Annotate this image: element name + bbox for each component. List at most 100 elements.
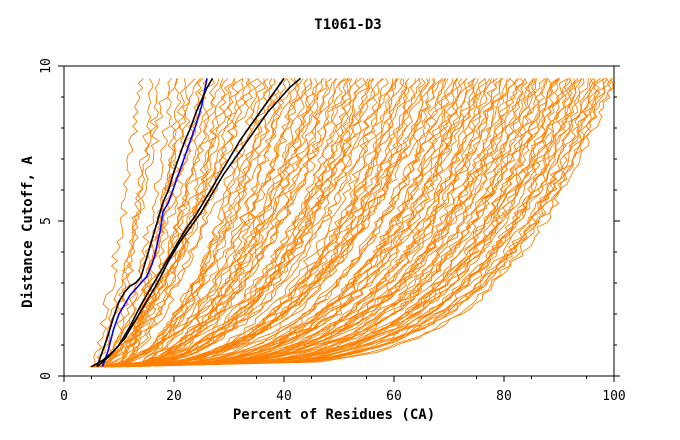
background-series-line	[91, 78, 259, 368]
background-series-line	[109, 78, 559, 368]
background-series-line	[105, 78, 575, 368]
background-series-line	[93, 78, 606, 368]
background-series-line	[98, 78, 298, 368]
background-series-line	[96, 78, 479, 368]
background-series-line	[111, 78, 528, 368]
background-series-line	[91, 78, 447, 368]
background-series-line	[96, 78, 369, 368]
background-series-line	[122, 78, 561, 368]
background-series-line	[100, 78, 535, 368]
background-series-line	[93, 78, 374, 368]
background-series-line	[109, 78, 362, 368]
background-series-line	[111, 78, 459, 368]
chart-title: T1061-D3	[314, 17, 381, 33]
background-series-line	[118, 78, 287, 368]
highlight-series-black	[96, 77, 285, 368]
background-series-line	[124, 78, 502, 368]
background-series-line	[101, 78, 312, 368]
y-tick-label: 0	[39, 372, 54, 380]
background-series-line	[107, 78, 269, 368]
background-series-line	[117, 78, 276, 368]
background-series-line	[98, 78, 535, 368]
background-series-line	[93, 78, 569, 368]
background-series-line	[94, 78, 371, 368]
background-series-line	[100, 78, 405, 368]
background-series-line	[109, 78, 397, 368]
background-series-line	[104, 78, 526, 368]
y-tick-label: 10	[39, 58, 54, 74]
background-series-line	[106, 78, 376, 368]
background-series-line	[103, 78, 601, 368]
background-series-line	[121, 78, 250, 368]
highlight-series-black	[91, 77, 302, 368]
background-series-line	[99, 78, 236, 368]
background-series-line	[98, 78, 503, 368]
background-series-line	[97, 78, 573, 368]
background-series-line	[98, 78, 477, 368]
background-series-group	[89, 77, 614, 368]
background-series-line	[127, 78, 398, 368]
highlight-series-blue	[101, 78, 208, 367]
background-series-line	[100, 78, 349, 368]
background-series-line	[93, 78, 499, 368]
highlight-series-black	[96, 77, 214, 367]
y-axis: 0 5 10	[39, 58, 620, 380]
x-tick-label: 20	[166, 389, 182, 404]
background-series-line	[116, 78, 337, 368]
background-series-line	[121, 78, 511, 368]
background-series-line	[119, 78, 449, 368]
background-series-line	[113, 78, 518, 368]
x-tick-label: 80	[496, 389, 512, 404]
background-series-line	[118, 78, 220, 367]
background-series-line	[95, 78, 435, 368]
x-tick-label: 40	[276, 389, 292, 404]
background-series-line	[126, 78, 614, 368]
background-series-line	[101, 78, 385, 368]
background-series-line	[114, 78, 467, 368]
background-series-line	[92, 78, 353, 368]
background-series-line	[106, 78, 284, 368]
background-series-line	[107, 78, 325, 368]
background-series-line	[93, 78, 410, 368]
background-series-line	[111, 78, 525, 368]
highlight-series-group	[91, 77, 302, 368]
background-series-line	[113, 78, 291, 368]
background-series-line	[116, 78, 332, 368]
background-series-line	[104, 78, 516, 368]
x-tick-label: 60	[386, 389, 402, 404]
background-series-line	[98, 78, 486, 368]
background-series-line	[110, 78, 351, 368]
x-tick-label: 100	[602, 389, 625, 404]
background-series-line	[104, 78, 153, 368]
background-series-line	[110, 78, 421, 368]
background-series-line	[111, 78, 475, 368]
background-series-line	[126, 78, 521, 368]
background-series-line	[89, 78, 458, 368]
x-tick-label: 0	[60, 389, 68, 404]
background-series-line	[93, 78, 144, 367]
background-series-line	[94, 78, 323, 368]
background-series-line	[126, 78, 284, 368]
background-series-line	[96, 78, 196, 368]
background-series-line	[125, 78, 447, 368]
background-series-line	[118, 78, 487, 368]
x-axis-label: Percent of Residues (CA)	[233, 407, 435, 423]
background-series-line	[91, 78, 443, 368]
background-series-line	[116, 78, 409, 368]
background-series-line	[90, 78, 606, 368]
background-series-line	[109, 78, 614, 368]
background-series-line	[98, 78, 422, 368]
x-axis: 0 20 40 60 80 100	[60, 376, 626, 404]
background-series-line	[94, 78, 389, 368]
background-series-line	[118, 78, 468, 368]
background-series-line	[100, 78, 172, 368]
y-tick-label: 5	[39, 217, 54, 225]
y-axis-label: Distance Cutoff, A	[20, 156, 36, 308]
background-series-line	[120, 78, 458, 368]
background-series-line	[112, 78, 594, 368]
background-series-line	[117, 78, 589, 368]
background-series-line	[96, 78, 161, 367]
background-series-line	[118, 78, 300, 368]
background-series-line	[94, 78, 504, 368]
